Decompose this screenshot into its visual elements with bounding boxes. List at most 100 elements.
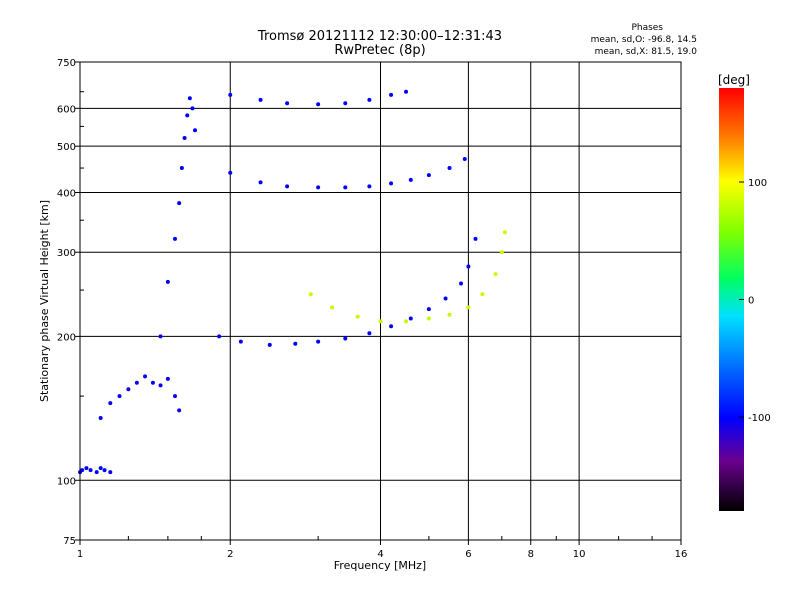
data-point xyxy=(367,331,372,336)
data-points xyxy=(78,89,507,475)
data-point xyxy=(355,314,360,319)
data-point xyxy=(182,136,187,141)
x-tick-label: 10 xyxy=(573,549,586,560)
data-point xyxy=(150,380,155,385)
stats-line-x: mean, sd,X: 81.5, 19.0 xyxy=(595,47,698,57)
data-point xyxy=(343,336,348,341)
data-point xyxy=(88,468,93,473)
data-point xyxy=(459,281,464,286)
data-point xyxy=(172,394,177,399)
y-axis-label: Stationary phase Virtual Height [km] xyxy=(38,200,51,402)
data-point xyxy=(117,394,122,399)
data-point xyxy=(179,166,184,171)
x-axis-label: Frequency [MHz] xyxy=(334,559,426,572)
data-point xyxy=(193,128,198,133)
data-point xyxy=(228,92,233,97)
y-tick-label: 500 xyxy=(57,142,76,153)
data-point xyxy=(293,341,298,346)
data-point xyxy=(165,376,170,381)
data-point xyxy=(94,470,99,475)
data-point xyxy=(367,184,372,189)
x-tick-label: 8 xyxy=(528,549,534,560)
data-point xyxy=(308,292,313,297)
data-point xyxy=(158,383,163,388)
data-point xyxy=(316,339,321,344)
x-tick-label: 16 xyxy=(675,549,688,560)
data-point xyxy=(426,316,431,321)
data-point xyxy=(404,89,409,94)
data-point xyxy=(316,102,321,107)
colorbar-tick-label: 0 xyxy=(748,296,754,307)
data-point xyxy=(473,236,478,241)
y-tick-label: 400 xyxy=(57,188,76,199)
y-tick-label: 600 xyxy=(57,104,76,115)
data-point xyxy=(389,181,394,186)
data-point xyxy=(258,97,263,102)
data-point xyxy=(466,264,471,269)
data-point xyxy=(408,177,413,182)
data-point xyxy=(126,387,131,392)
x-tick-label: 1 xyxy=(77,549,83,560)
data-point xyxy=(217,334,222,339)
data-point xyxy=(84,466,89,471)
data-point xyxy=(367,97,372,102)
data-point xyxy=(389,324,394,329)
x-tick-label: 4 xyxy=(377,549,383,560)
data-point xyxy=(190,106,195,111)
data-point xyxy=(462,157,467,162)
data-point xyxy=(228,170,233,175)
data-point xyxy=(177,201,182,206)
data-point xyxy=(426,173,431,178)
y-tick-label: 75 xyxy=(63,536,76,547)
data-point xyxy=(98,466,103,471)
data-point xyxy=(447,312,452,317)
data-point xyxy=(177,408,182,413)
grid-lines xyxy=(80,62,681,540)
data-point xyxy=(493,272,498,277)
data-point xyxy=(267,342,272,347)
data-point xyxy=(285,184,290,189)
stats-line-o: mean, sd,O: -96.8, 14.5 xyxy=(591,35,697,45)
data-point xyxy=(102,468,107,473)
colorbar-tick-label: -100 xyxy=(748,413,771,424)
data-point xyxy=(134,380,139,385)
data-point xyxy=(426,307,431,312)
data-point xyxy=(98,415,103,420)
data-point xyxy=(172,236,177,241)
x-tick-label: 6 xyxy=(465,549,471,560)
y-axis-ticks: 75 100 200 300 400 500 600 750 xyxy=(57,58,84,547)
data-point xyxy=(143,374,148,379)
data-point xyxy=(408,316,413,321)
data-point xyxy=(185,113,190,118)
data-point xyxy=(258,180,263,185)
data-point xyxy=(466,305,471,310)
chart-title: Tromsø 20121112 12:30:00–12:31:43 xyxy=(257,29,502,44)
data-point xyxy=(499,250,504,255)
data-point xyxy=(404,319,409,324)
colorbar-tick-label: 100 xyxy=(748,178,767,189)
x-tick-label: 2 xyxy=(227,549,233,560)
data-point xyxy=(108,401,113,406)
data-point xyxy=(343,101,348,106)
data-point xyxy=(187,96,192,101)
data-point xyxy=(443,296,448,301)
data-point xyxy=(238,339,243,344)
data-point xyxy=(165,279,170,284)
data-point xyxy=(502,230,507,235)
data-point xyxy=(343,185,348,190)
data-point xyxy=(378,319,383,324)
data-point xyxy=(108,470,113,475)
data-point xyxy=(285,101,290,106)
y-tick-label: 200 xyxy=(57,332,76,343)
colorbar-unit: [deg] xyxy=(718,73,750,87)
data-point xyxy=(447,166,452,171)
chart-subtitle: RwPretec (8p) xyxy=(334,43,425,58)
data-point xyxy=(389,92,394,97)
y-tick-label: 300 xyxy=(57,248,76,259)
stats-heading: Phases xyxy=(631,23,663,33)
data-point xyxy=(480,292,485,297)
data-point xyxy=(158,334,163,339)
y-tick-label: 750 xyxy=(57,58,76,69)
colorbar-ticks: 100 0 -100 xyxy=(739,178,771,424)
